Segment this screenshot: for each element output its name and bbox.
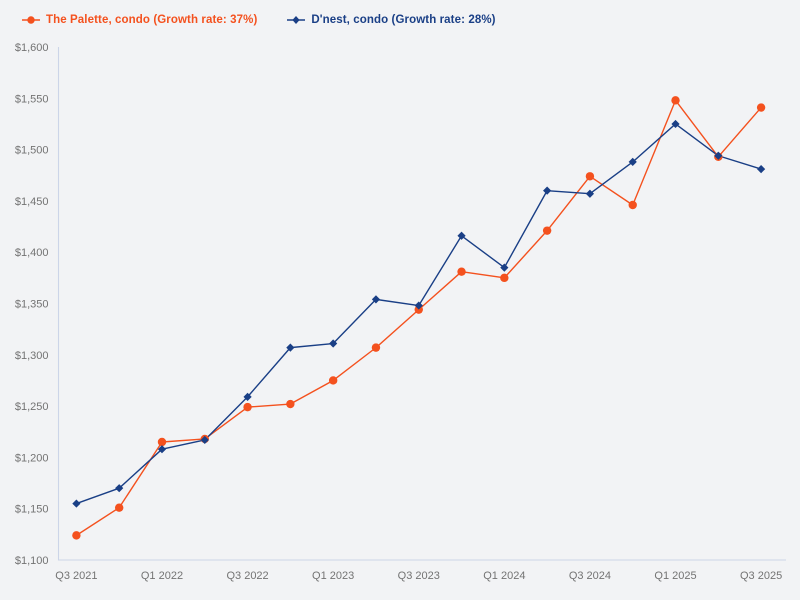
- y-axis-tick-label: $1,150: [15, 504, 49, 516]
- data-point[interactable]: [329, 339, 338, 348]
- x-axis-tick-label: Q1 2022: [141, 570, 183, 582]
- x-axis-tick-label: Q1 2025: [654, 570, 696, 582]
- series-line-0: [75, 99, 762, 537]
- data-point[interactable]: [243, 402, 252, 412]
- y-axis-tick-label: $1,400: [15, 247, 49, 259]
- legend-label-dnest: D'nest, condo (Growth rate: 28%): [311, 14, 496, 26]
- y-axis-tick-label: $1,450: [15, 196, 49, 208]
- data-point[interactable]: [756, 103, 766, 112]
- data-point[interactable]: [542, 226, 552, 235]
- data-point[interactable]: [414, 305, 423, 314]
- data-point[interactable]: [457, 267, 466, 276]
- x-axis-tick-label: Q3 2021: [55, 570, 97, 582]
- data-point[interactable]: [714, 151, 723, 160]
- data-point[interactable]: [500, 273, 509, 283]
- legend-marker-circle-icon: [22, 16, 40, 24]
- data-point[interactable]: [115, 484, 124, 493]
- data-point[interactable]: [500, 263, 509, 272]
- data-point[interactable]: [457, 231, 466, 240]
- y-axis-tick-label: $1,300: [15, 350, 49, 362]
- data-point[interactable]: [157, 445, 167, 454]
- data-point[interactable]: [585, 189, 595, 198]
- data-point[interactable]: [543, 186, 552, 195]
- x-axis-tick-label: Q3 2022: [226, 570, 268, 582]
- data-point[interactable]: [286, 399, 295, 409]
- data-point[interactable]: [757, 164, 766, 174]
- data-point[interactable]: [371, 343, 381, 352]
- series-markers: [72, 96, 766, 540]
- data-point[interactable]: [671, 119, 680, 129]
- axis-frame: [57, 47, 786, 561]
- data-point[interactable]: [628, 157, 637, 167]
- x-axis-tick-label: Q3 2025: [740, 570, 782, 582]
- data-point[interactable]: [371, 295, 381, 304]
- x-axis-tick-labels: Q3 2021 Q1 2022 Q3 2022 Q1 2023 Q3 2023 Q1 20…: [55, 570, 782, 582]
- y-axis-tick-labels: $1,100 $1,150 $1,200 $1,250 $1,300 $1,350 $1,4…: [15, 42, 49, 567]
- y-axis-tick-label: $1,350: [15, 299, 49, 311]
- series-lines: [75, 99, 762, 537]
- data-point[interactable]: [628, 200, 637, 210]
- data-point[interactable]: [72, 499, 81, 508]
- data-point[interactable]: [328, 376, 338, 385]
- y-axis-tick-label: $1,550: [15, 93, 49, 105]
- y-axis-tick-label: $1,250: [15, 401, 49, 413]
- y-axis-tick-label: $1,600: [15, 42, 49, 54]
- chart-legend: The Palette, condo (Growth rate: 37%) D'…: [22, 10, 496, 30]
- y-axis-tick-label: $1,500: [15, 145, 49, 157]
- legend-marker-diamond-icon: [287, 16, 306, 24]
- data-point[interactable]: [414, 301, 423, 310]
- data-point[interactable]: [72, 531, 81, 540]
- data-point[interactable]: [671, 96, 680, 105]
- legend-item-the-palette[interactable]: The Palette, condo (Growth rate: 37%): [22, 14, 257, 26]
- y-axis-tick-label: $1,200: [15, 452, 49, 464]
- legend-label-the-palette: The Palette, condo (Growth rate: 37%): [46, 14, 258, 26]
- data-point[interactable]: [585, 172, 595, 181]
- data-point[interactable]: [114, 503, 124, 512]
- y-axis-tick-label: $1,100: [15, 555, 49, 567]
- x-axis-tick-label: Q3 2023: [398, 570, 440, 582]
- data-point[interactable]: [243, 392, 252, 401]
- x-axis-tick-label: Q1 2024: [483, 570, 525, 582]
- data-point[interactable]: [200, 435, 209, 445]
- data-point[interactable]: [286, 343, 295, 352]
- x-axis-tick-label: Q3 2024: [569, 570, 611, 582]
- x-axis-tick-label: Q1 2023: [312, 570, 354, 582]
- data-point[interactable]: [157, 437, 167, 447]
- legend-item-dnest[interactable]: D'nest, condo (Growth rate: 28%): [287, 14, 495, 26]
